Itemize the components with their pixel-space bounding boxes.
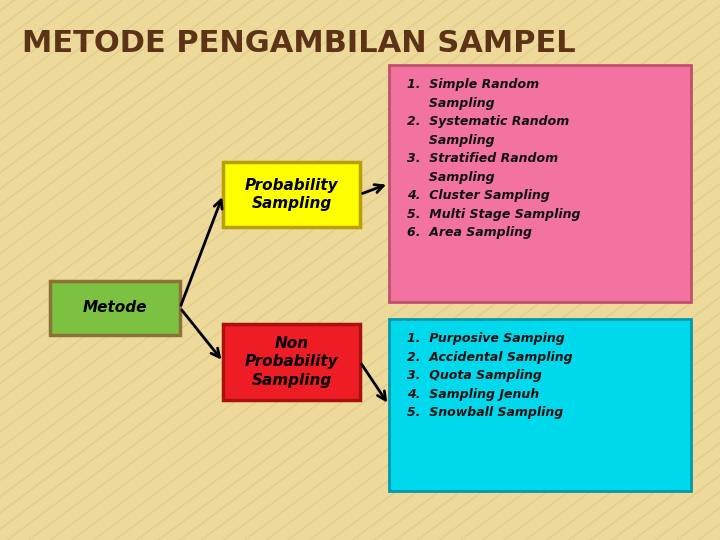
FancyBboxPatch shape	[223, 162, 360, 227]
FancyBboxPatch shape	[50, 281, 180, 335]
FancyBboxPatch shape	[389, 319, 691, 491]
Text: Metode: Metode	[83, 300, 148, 315]
Text: Non
Probability
Sampling: Non Probability Sampling	[245, 336, 338, 388]
FancyBboxPatch shape	[223, 324, 360, 400]
Text: Probability
Sampling: Probability Sampling	[245, 178, 338, 211]
Text: 1.  Simple Random
     Sampling
2.  Systematic Random
     Sampling
3.  Stratifi: 1. Simple Random Sampling 2. Systematic …	[407, 78, 580, 239]
Text: METODE PENGAMBILAN SAMPEL: METODE PENGAMBILAN SAMPEL	[22, 29, 575, 58]
Text: 1.  Purposive Samping
2.  Accidental Sampling
3.  Quota Sampling
4.  Sampling Je: 1. Purposive Samping 2. Accidental Sampl…	[407, 332, 572, 419]
FancyBboxPatch shape	[389, 65, 691, 302]
